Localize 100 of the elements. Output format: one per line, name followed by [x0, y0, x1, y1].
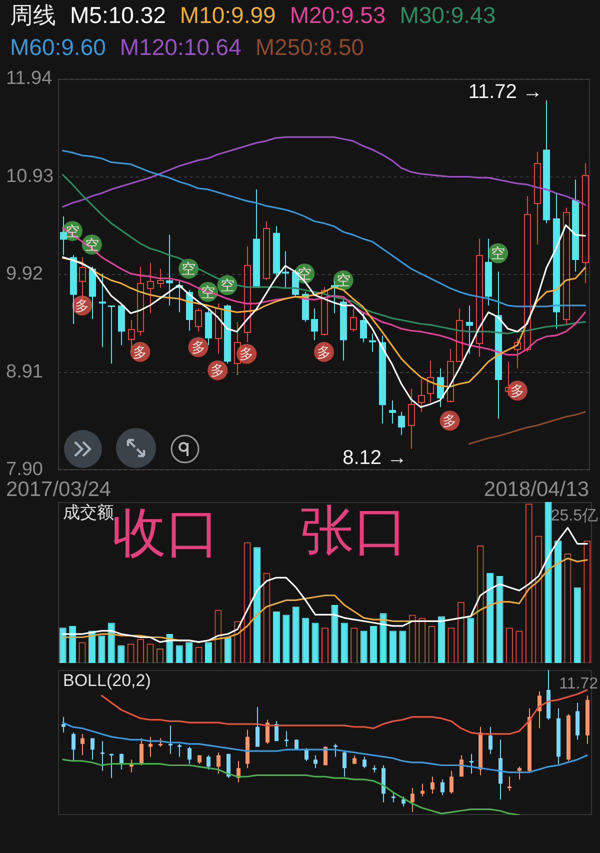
candlestick — [514, 338, 521, 369]
text: M20:9.53 — [290, 1, 386, 30]
data-label: 多 — [191, 338, 206, 355]
candlestick — [508, 776, 512, 792]
candlestick — [524, 196, 531, 352]
bar — [360, 630, 368, 663]
candlestick — [216, 752, 220, 774]
candlestick — [148, 736, 152, 758]
bar — [204, 642, 212, 663]
text: M5:10.32 — [70, 1, 166, 30]
candlestick — [157, 268, 164, 289]
candlestick — [215, 303, 222, 354]
candlestick — [147, 262, 154, 314]
candlestick — [410, 787, 414, 813]
candlestick — [427, 360, 434, 403]
text: 2017/03/24 — [6, 478, 112, 501]
data-label: 空 — [298, 265, 312, 282]
candlestick — [362, 756, 366, 769]
text: M10:9.99 — [180, 1, 276, 30]
chart-title: BOLL(20,2) — [63, 671, 151, 690]
bar — [272, 611, 280, 663]
candlestick — [418, 378, 425, 412]
chart-title: 成交额 — [63, 503, 114, 522]
annotation: 11.72 → — [468, 80, 542, 103]
candlestick — [311, 308, 318, 341]
y-tick-label: 7.90 — [6, 459, 43, 480]
candlestick — [518, 766, 522, 780]
bar — [399, 630, 406, 663]
bar — [176, 645, 183, 663]
candlestick — [60, 216, 67, 256]
bar — [186, 642, 193, 663]
candlestick — [456, 308, 463, 362]
bar — [59, 628, 66, 663]
candlestick — [398, 411, 405, 436]
data-label: 多 — [210, 362, 225, 378]
data-label: 多 — [442, 412, 457, 428]
candlestick — [304, 748, 308, 762]
y-tick-label: 11.94 — [6, 68, 53, 90]
bar — [340, 622, 348, 663]
annotation: 11.72 — [559, 675, 598, 692]
candlestick — [188, 746, 192, 764]
candlestick — [350, 308, 357, 332]
candlestick — [140, 738, 144, 766]
data-label: 空 — [84, 236, 99, 252]
candlestick — [80, 733, 84, 756]
candlestick — [244, 246, 251, 343]
data-label: 空 — [182, 260, 196, 277]
text: M120:10.64 — [120, 33, 242, 62]
candlestick — [408, 388, 415, 450]
candlestick — [137, 266, 144, 336]
data-label: 空 — [491, 245, 506, 262]
bar — [224, 637, 232, 663]
data-label: 多 — [317, 344, 331, 360]
bar — [544, 502, 552, 663]
candlestick — [178, 743, 182, 758]
candlestick — [168, 724, 172, 754]
bar — [389, 630, 396, 663]
data-label: 空 — [336, 272, 350, 288]
bar — [312, 622, 319, 663]
candlestick — [100, 740, 104, 772]
bar — [69, 626, 76, 663]
candlestick — [234, 321, 241, 376]
candlestick — [99, 273, 106, 348]
annotation: 8.12 → — [342, 447, 408, 470]
data-label: 多 — [240, 346, 254, 362]
data-label: 多 — [75, 297, 90, 314]
bar — [380, 613, 387, 663]
candlestick — [282, 250, 289, 289]
candlestick — [440, 778, 444, 796]
candlestick — [392, 792, 396, 803]
candlestick — [360, 312, 367, 343]
candlestick — [110, 753, 114, 779]
candlestick — [274, 720, 278, 742]
candlestick — [62, 716, 66, 734]
candlestick — [266, 719, 270, 744]
candlestick — [389, 400, 396, 424]
candlestick — [314, 754, 318, 769]
candlestick — [488, 726, 492, 754]
data-label: 空 — [220, 277, 234, 294]
y-tick-label: 9.92 — [6, 264, 43, 285]
candlestick — [505, 361, 512, 396]
candlestick — [128, 319, 135, 352]
candlestick — [284, 730, 288, 748]
candlestick — [450, 770, 454, 794]
bar — [292, 606, 300, 663]
candlestick — [120, 753, 124, 770]
candlestick — [447, 348, 454, 403]
y-tick-label: 10.93 — [6, 166, 54, 187]
candlestick — [342, 750, 346, 778]
candlestick — [476, 238, 483, 358]
bar — [554, 540, 562, 663]
bar — [370, 626, 378, 663]
candlestick — [72, 732, 76, 762]
bar — [486, 572, 494, 663]
annotation: 张口 — [300, 499, 408, 562]
bar — [331, 605, 338, 663]
text: M250:8.50 — [255, 33, 364, 62]
bar — [98, 636, 106, 663]
text: M60:9.60 — [10, 33, 106, 62]
bar — [574, 587, 581, 663]
